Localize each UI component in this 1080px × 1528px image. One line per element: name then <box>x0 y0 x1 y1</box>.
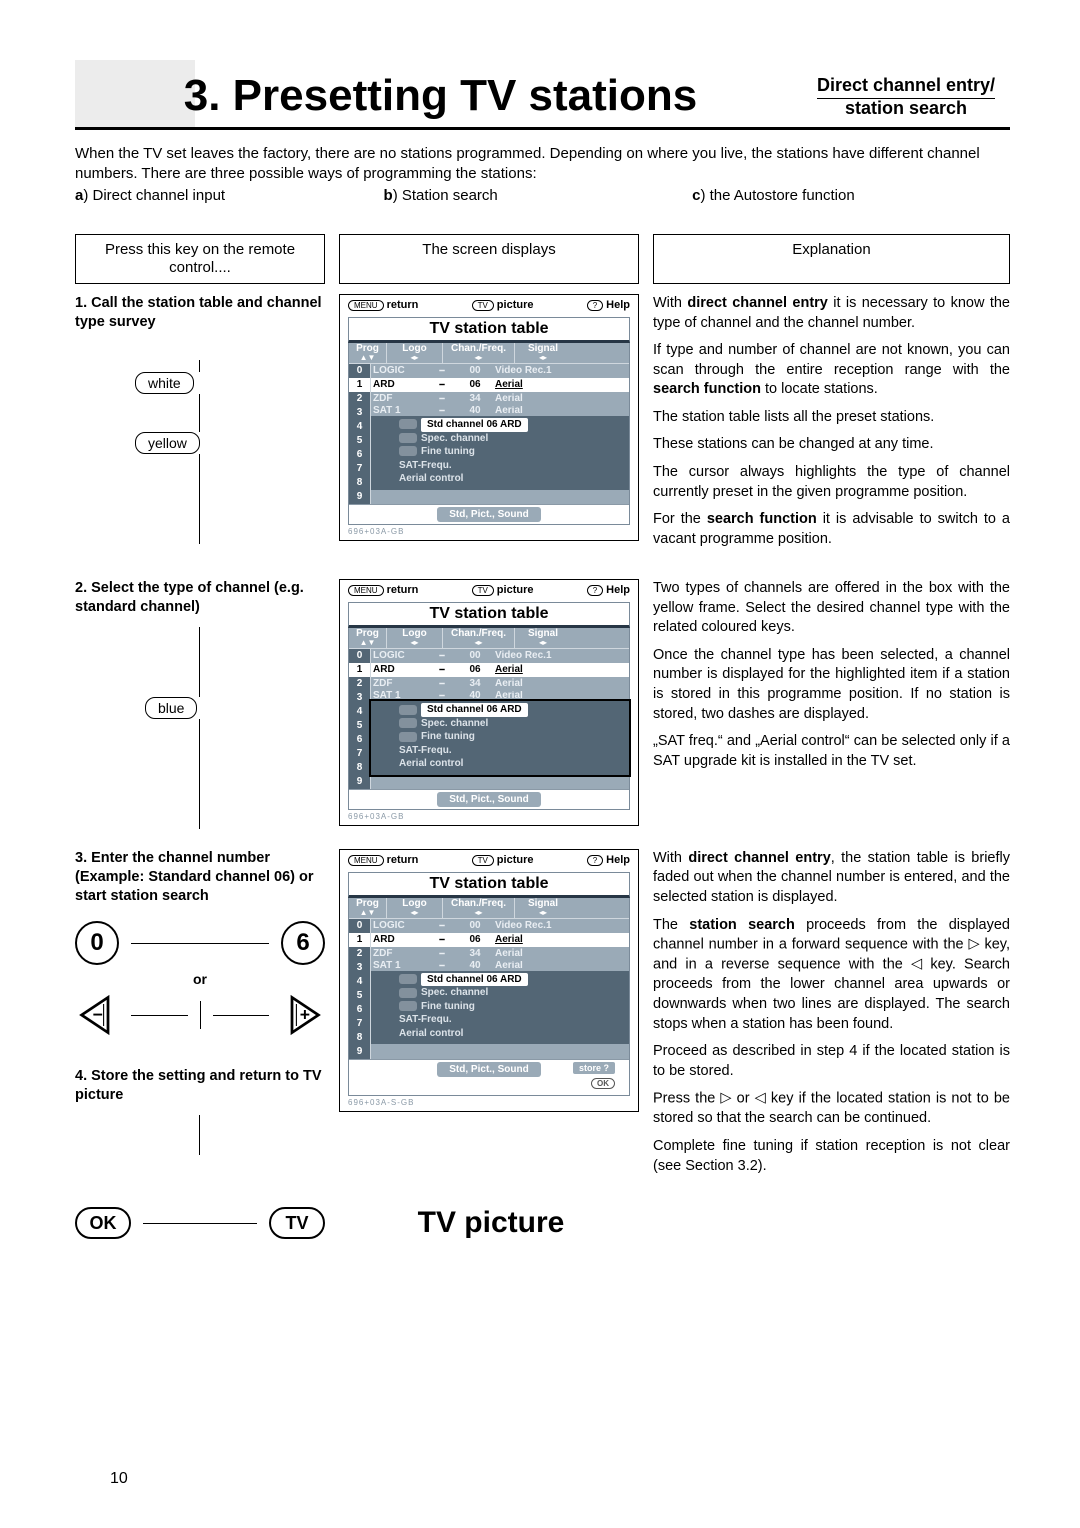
tv-picture-label: TV picture <box>418 1206 565 1239</box>
explanation-2: Two types of channels are offered in the… <box>653 579 1010 827</box>
tv-button: TV <box>269 1207 325 1239</box>
programming-options: aa) Direct channel input) Direct channel… <box>75 187 1010 204</box>
ok-button: OK <box>75 1207 131 1239</box>
osd-screen-1: MENUreturn TVpicture ?Help TV station ta… <box>339 294 639 541</box>
chapter-banner: 3. Presetting TV stations Direct channel… <box>75 60 1010 130</box>
step-1-title: 1. Call the station table and channel ty… <box>75 294 325 332</box>
osd-screen-2: MENUreturn TVpicture ?Help TV station ta… <box>339 579 639 826</box>
right-arrow-key: + <box>281 993 325 1037</box>
osd-store: store ? <box>573 1062 615 1074</box>
key-6: 6 <box>281 921 325 965</box>
step-4-title: 4. Store the setting and return to TV pi… <box>75 1067 325 1105</box>
option-a: aa) Direct channel input) Direct channel… <box>75 187 384 204</box>
step-2-row: 2. Select the type of channel (e.g. stan… <box>75 579 1010 827</box>
step-3-title: 3. Enter the channel number (Example: St… <box>75 849 325 906</box>
key-0: 0 <box>75 921 119 965</box>
chapter-title: 3. Presetting TV stations <box>75 71 806 127</box>
osd-ok: OK <box>591 1078 615 1089</box>
left-arrow-key: − <box>75 993 119 1037</box>
svg-text:−: − <box>93 1005 103 1025</box>
hdr-expl: Explanation <box>653 234 1010 284</box>
explanation-3: With direct channel entry, the station t… <box>653 849 1010 1184</box>
svg-text:+: + <box>300 1005 310 1025</box>
intro-text: When the TV set leaves the factory, ther… <box>75 144 1010 183</box>
option-b: b) Station search <box>384 187 693 204</box>
osd-submenu: Std channel 06 ARD Spec. channel Fine tu… <box>371 416 629 490</box>
column-headers: Press this key on the remote control....… <box>75 234 1010 284</box>
osd-screen-3: MENUreturn TVpicture ?Help TV station ta… <box>339 849 639 1112</box>
osd-title: TV station table <box>348 317 630 343</box>
yellow-key: yellow <box>135 432 200 454</box>
hdr-remote: Press this key on the remote control.... <box>75 234 325 284</box>
step-3-row: 3. Enter the channel number (Example: St… <box>75 849 1010 1184</box>
chapter-subtitle: Direct channel entry/ station search <box>806 76 1006 127</box>
blue-key: blue <box>145 697 197 719</box>
option-c: c) the Autostore function <box>692 187 1001 204</box>
white-key: white <box>135 372 194 394</box>
explanation-1: With direct channel entry it is necessar… <box>653 294 1010 557</box>
prog-column: 0 1 2 3 4 5 6 7 8 9 <box>349 364 371 504</box>
final-row: OK TV TV picture <box>75 1206 1010 1240</box>
step-1-row: 1. Call the station table and channel ty… <box>75 294 1010 557</box>
step-2-title: 2. Select the type of channel (e.g. stan… <box>75 579 325 617</box>
or-label: or <box>75 971 325 987</box>
page-number: 10 <box>110 1470 128 1488</box>
hdr-screen: The screen displays <box>339 234 639 284</box>
